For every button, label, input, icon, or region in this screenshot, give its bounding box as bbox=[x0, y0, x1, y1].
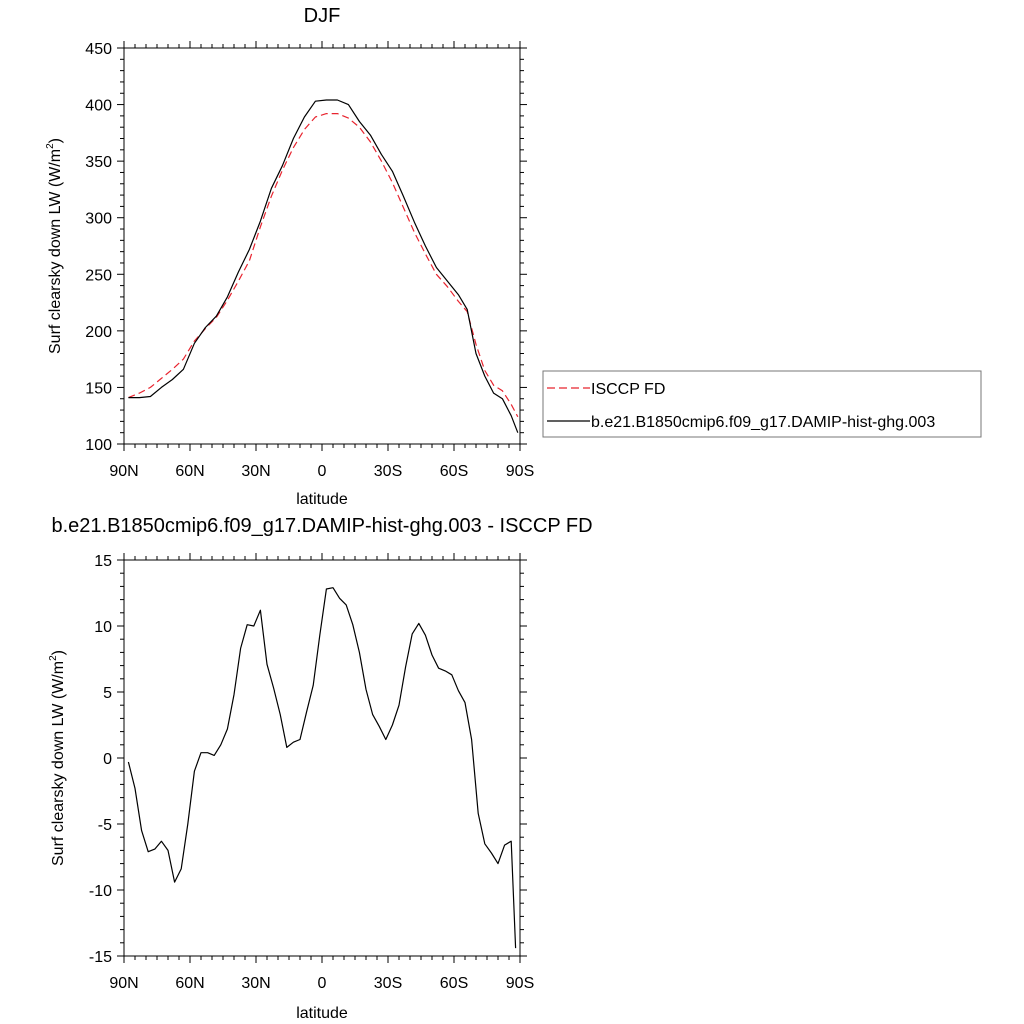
top-chart-title: DJF bbox=[304, 5, 341, 27]
top-ytick-label: 350 bbox=[85, 154, 112, 171]
top-ytick-label: 200 bbox=[85, 324, 112, 341]
legend-label-isccp: ISCCP FD bbox=[591, 381, 665, 398]
bottom-xtick-label: 60N bbox=[175, 975, 204, 992]
bottom-xtick-label: 90S bbox=[506, 975, 534, 992]
bottom-chart: b.e21.B1850cmip6.f09_g17.DAMIP-hist-ghg.… bbox=[48, 515, 593, 1022]
top-chart-series bbox=[128, 99, 519, 433]
top-xtick-label: 90N bbox=[109, 463, 138, 480]
top-ytick-label: 450 bbox=[85, 41, 112, 58]
bottom-x-axis-label: latitude bbox=[296, 1005, 348, 1022]
top-ytick-label: 100 bbox=[85, 437, 112, 454]
bottom-ytick-label: 0 bbox=[103, 751, 112, 768]
bottom-xtick-label: 0 bbox=[318, 975, 327, 992]
bottom-ytick-label: -10 bbox=[89, 883, 112, 900]
top-series-line-0 bbox=[128, 112, 519, 418]
bottom-ytick-label: 5 bbox=[103, 685, 112, 702]
bottom-ytick-label: -15 bbox=[89, 949, 112, 966]
top-ytick-label: 250 bbox=[85, 267, 112, 284]
bottom-xtick-label: 30S bbox=[374, 975, 402, 992]
legend: ISCCP FD b.e21.B1850cmip6.f09_g17.DAMIP-… bbox=[542, 370, 982, 438]
top-series-line-1 bbox=[128, 99, 519, 433]
bottom-xtick-label: 30N bbox=[241, 975, 270, 992]
bottom-chart-title: b.e21.B1850cmip6.f09_g17.DAMIP-hist-ghg.… bbox=[51, 515, 592, 537]
bottom-series-line-0 bbox=[127, 587, 517, 949]
bottom-xtick-label: 60S bbox=[440, 975, 468, 992]
top-xtick-label: 30S bbox=[374, 463, 402, 480]
top-x-axis-label: latitude bbox=[296, 491, 348, 508]
bottom-y-axis-label: Surf clearsky down LW (W/m2) bbox=[48, 650, 67, 866]
top-chart: DJF 100 150 200 250 300 350 400 450 90N 60N 30N 0 30… bbox=[45, 5, 982, 508]
top-ytick-label: 400 bbox=[85, 98, 112, 115]
top-xtick-label: 60S bbox=[440, 463, 468, 480]
top-chart-gridticks: 100 150 200 250 300 350 400 450 90N 60N 30N 0 30S 60S… bbox=[85, 41, 534, 480]
top-xtick-label: 90S bbox=[506, 463, 534, 480]
bottom-ytick-label: -5 bbox=[98, 817, 112, 834]
legend-label-model: b.e21.B1850cmip6.f09_g17.DAMIP-hist-ghg.… bbox=[591, 414, 935, 431]
top-xtick-label: 60N bbox=[175, 463, 204, 480]
legend-box bbox=[542, 370, 982, 438]
top-y-axis-label: Surf clearsky down LW (W/m2) bbox=[45, 138, 64, 354]
bottom-chart-gridticks: -15 -10 -5 0 5 10 15 90N 60N 30N 0 30S 60S 90S bbox=[89, 553, 534, 992]
top-xtick-label: 30N bbox=[241, 463, 270, 480]
top-ytick-label: 300 bbox=[85, 211, 112, 228]
top-ytick-label: 150 bbox=[85, 380, 112, 397]
bottom-chart-series bbox=[127, 587, 517, 949]
top-plot-frame bbox=[123, 47, 521, 445]
bottom-plot-frame bbox=[123, 559, 521, 957]
top-xtick-label: 0 bbox=[318, 463, 327, 480]
bottom-ytick-label: 10 bbox=[94, 619, 112, 636]
bottom-ytick-label: 15 bbox=[94, 553, 112, 570]
bottom-xtick-label: 90N bbox=[109, 975, 138, 992]
